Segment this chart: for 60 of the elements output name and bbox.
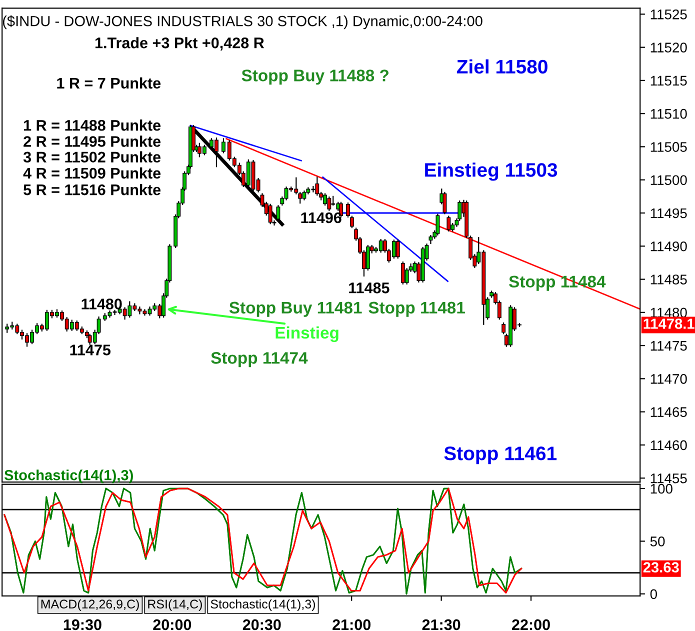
annotation: Einstieg xyxy=(276,326,338,342)
candlestick xyxy=(442,192,447,214)
annotation: Stopp 11461 xyxy=(444,446,557,464)
annotation: 4 R = 11509 Punkte xyxy=(23,167,161,179)
text: 11478.1 xyxy=(644,318,694,329)
candlestick xyxy=(446,216,451,232)
y-tick-label: 50 xyxy=(650,536,665,546)
annotation: Stopp 11474 xyxy=(211,352,308,368)
y-tick-label: 11475 xyxy=(650,341,687,351)
text: RSI(14,C) xyxy=(148,599,202,611)
y-tick-label: 11490 xyxy=(650,241,687,252)
text: 23.63 xyxy=(643,562,679,573)
y-tick-label: 11470 xyxy=(650,374,687,384)
annotation: Stopp Buy 11481 xyxy=(229,302,362,317)
x-tick-label: 21:00 xyxy=(332,619,371,630)
annotation: 11485 xyxy=(349,282,390,294)
y-tick-label: 11460 xyxy=(650,440,687,450)
annotation: 11480 xyxy=(82,298,122,310)
y-tick-label: 11525 xyxy=(650,10,687,20)
text: Stochastic(14(1),3) xyxy=(210,599,315,611)
x-tick-label: 20:30 xyxy=(242,619,281,630)
annotation: 1.Trade +3 Pkt +0,428 R xyxy=(95,37,264,51)
candlestick xyxy=(327,196,332,211)
y-tick-label: 11505 xyxy=(650,142,687,152)
x-tick-label: 20:00 xyxy=(153,619,192,630)
candlestick xyxy=(396,240,400,259)
candlestick xyxy=(502,322,506,334)
annotation: 3 R = 11502 Punkte xyxy=(23,151,161,163)
candlestick xyxy=(346,202,350,218)
annotation: Einstieg 11503 xyxy=(425,162,558,181)
annotation: Stopp 11481 xyxy=(368,302,465,317)
y-tick-label: 100 xyxy=(650,484,672,494)
annotation: Stopp Buy 11488 ? xyxy=(242,70,388,85)
x-tick-label: 19:30 xyxy=(64,619,102,630)
y-tick-label: 11455 xyxy=(650,474,687,484)
annotation: Ziel 11580 xyxy=(456,59,548,74)
candlestick xyxy=(400,261,405,284)
x-tick-label: 21:30 xyxy=(422,619,460,630)
candlestick xyxy=(436,214,440,236)
y-tick-label: 11495 xyxy=(650,208,687,218)
y-tick-label: 11500 xyxy=(650,175,687,186)
annotation: 5 R = 11516 Punkte xyxy=(24,184,161,196)
candlestick xyxy=(276,205,280,221)
y-tick-label: 11510 xyxy=(650,108,687,119)
y-tick-label: 11520 xyxy=(650,42,687,52)
annotation: 1 R = 11488 Punkte xyxy=(24,120,161,131)
text: MACD(12,26,9,C) xyxy=(41,599,139,611)
annotation: 2 R = 11495 Punkte xyxy=(24,136,161,147)
annotation: 11475 xyxy=(70,344,111,356)
candlestick xyxy=(350,216,354,228)
annotation: 11496 xyxy=(301,212,342,224)
y-tick-label: 11485 xyxy=(650,274,687,284)
candlestick xyxy=(222,138,226,154)
y-tick-label: 11515 xyxy=(650,76,687,86)
chart-title: ($INDU - DOW-JONES INDUSTRIALS 30 STOCK ,1) Dynamic,0:00-24:00 xyxy=(2,15,482,30)
y-tick-label: 11465 xyxy=(650,407,687,417)
y-tick-label: 0 xyxy=(650,589,657,600)
chart-title: Stochastic(14(1),3) xyxy=(4,470,133,484)
x-tick-label: 22:00 xyxy=(512,619,550,630)
annotation: 1 R = 7 Punkte xyxy=(57,77,161,89)
